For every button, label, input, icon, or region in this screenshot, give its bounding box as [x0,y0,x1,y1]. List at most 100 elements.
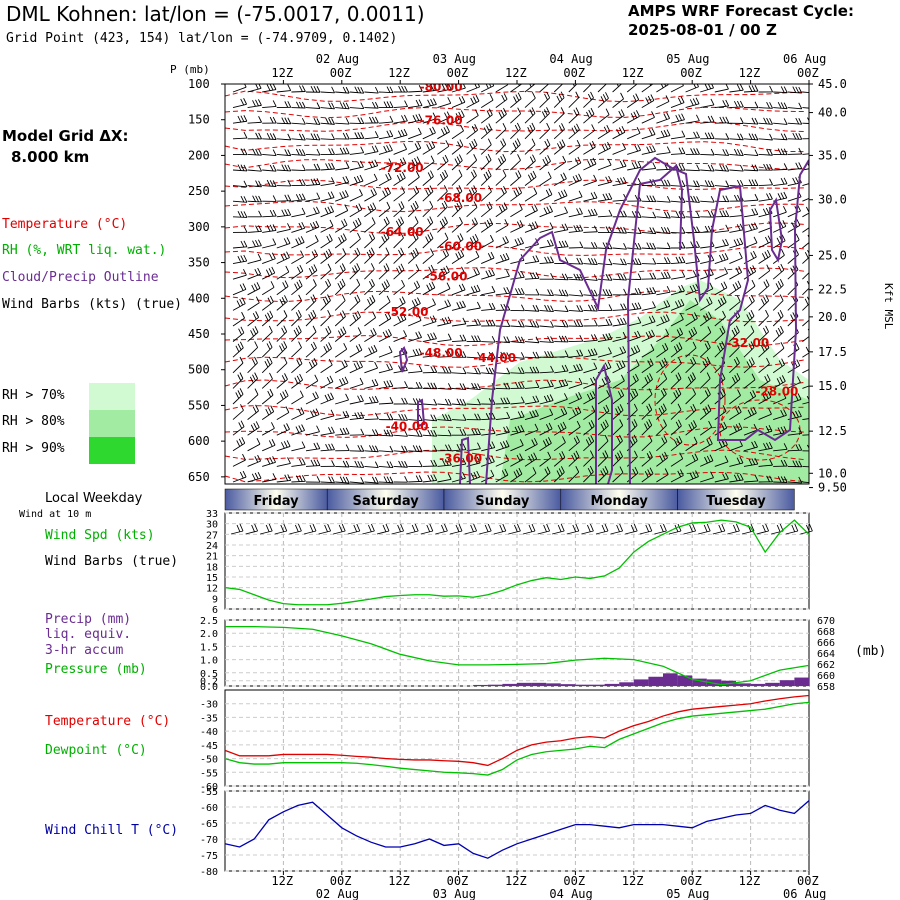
wind-barb [261,310,274,327]
wind-barb [714,405,727,420]
wind-barb [524,107,536,124]
day-label: Tuesday [706,494,766,509]
wind-barb [758,407,772,421]
wind-barb [437,249,450,264]
wind-barb [378,101,394,109]
wind-barb [247,388,259,405]
wind-barb [641,373,653,389]
wind-barb [276,101,292,109]
wind-barb [247,164,262,172]
wind-barb [714,99,730,109]
wind-barb [553,139,566,155]
wind-barb [772,358,786,374]
wind-barb [364,232,376,249]
wind-barb [524,409,539,421]
precip-bar [648,676,663,686]
wind-barb [758,148,773,156]
wind-barb [627,210,642,218]
wind-barb [524,204,538,218]
wind-barb [670,113,685,124]
top-hour-label: 12Z [388,66,410,80]
wind-barb [597,419,609,436]
wind-barb [232,84,247,93]
wind-barb [451,95,466,109]
wind-barb [510,410,525,421]
wind-barb [612,303,627,311]
wind-barb [451,334,467,343]
wind-barb [743,101,759,109]
wind-barb [364,295,376,311]
wind-barb [378,201,391,218]
wind-barb [349,174,364,187]
wind-barb [568,377,583,389]
wind-barb [247,282,261,296]
precip-bar [575,684,590,686]
wind-barb [670,256,686,265]
wind-barb [729,251,743,265]
wind-barb [772,294,784,311]
wind-barb [334,294,346,311]
day-label: Sunday [475,494,530,509]
wind-barb [378,172,392,186]
wind-barb [743,440,758,452]
wind-barb [305,178,321,187]
wind-barb [247,239,262,249]
wind-barb [539,365,554,374]
wind-barb [743,310,755,327]
wind-barb [612,434,623,452]
wind-barb [772,325,784,342]
wind-barb [480,153,492,171]
wind-barb [612,346,627,358]
wind-barb [437,429,452,437]
wind-barb [393,143,408,155]
wind-barb [670,195,686,203]
wind-barb [773,205,787,218]
surface-wind-barb [406,523,419,535]
temperature-label: -32.00 [726,336,769,350]
wind-barb [685,131,700,140]
wind-barb [378,461,394,469]
surface-wind-barb [479,523,492,535]
wind-barb [247,421,260,436]
surface-wind-barb [639,523,653,535]
wind-barb [539,451,552,467]
wind-barb [758,85,774,93]
wind-barb [305,459,321,467]
wind-barb [524,304,540,312]
p-tick-label: 650 [188,470,210,484]
wind-barb [627,161,642,171]
wind-barb [510,287,525,296]
wind-barb [364,159,379,171]
wind-barb [568,84,578,93]
wind-barb [583,450,594,467]
wind-barb [422,155,435,171]
wind-barb [305,264,318,280]
wind-barb [568,156,582,171]
wind-barb [335,161,350,171]
wind-barb [320,162,335,171]
wind-ytick-label: 27 [206,530,218,541]
wind-barb [773,443,788,452]
wind-barb [276,133,292,141]
wind-barb [627,302,642,311]
wind-barb [262,132,277,140]
wind-barb [641,111,655,124]
wind-barb [276,280,289,296]
wind-barb [743,279,756,296]
wind-barb [378,216,390,233]
wind-barb [408,141,422,155]
wind-barb [393,460,408,468]
wind-barb [568,173,582,187]
wind-barb [495,122,507,140]
windchill-ytick-label: -70 [200,835,218,846]
wind-barb [451,414,467,421]
p-tick-label: 350 [188,256,210,270]
wind-barb [787,476,803,484]
isotherm [225,121,806,133]
bottom-hour-label: 00Z [680,874,702,888]
wind-barb [437,282,451,296]
wind-barb [466,94,480,108]
temperature-label: -76.00 [420,114,463,128]
wind-barb [743,390,757,405]
wind-barb [349,146,365,155]
